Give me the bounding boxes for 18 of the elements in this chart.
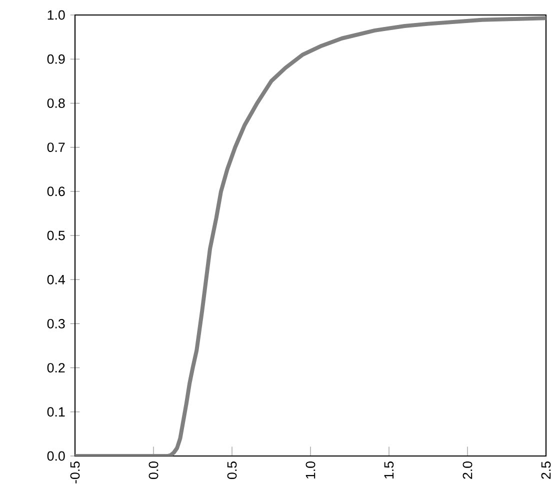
- y-tick-label: 1.0: [48, 10, 65, 20]
- x-tick-label: -0.5: [70, 462, 80, 484]
- x-tick-label: 0.0: [148, 461, 158, 479]
- x-tick-label: 1.5: [384, 462, 394, 478]
- y-tick-label: 0.4: [47, 274, 65, 284]
- y-tick-label: 0.2: [47, 363, 65, 373]
- x-tick-label: 1.0: [306, 461, 316, 478]
- y-tick-label: 0.5: [47, 230, 65, 240]
- x-tick-label: 2.0: [462, 461, 472, 479]
- y-tick-label: 0.1: [47, 407, 65, 417]
- x-tick-label: 2.5: [541, 462, 551, 479]
- x-tick-label: 0.5: [227, 462, 237, 479]
- y-tick-label: 0.8: [47, 98, 65, 108]
- y-tick-label: 0.3: [47, 318, 65, 328]
- y-tick-label: 0.7: [47, 142, 65, 152]
- y-tick-label: 0.6: [47, 186, 65, 196]
- y-tick-label: 0.9: [47, 54, 65, 64]
- y-tick-label: 0.0: [47, 451, 65, 461]
